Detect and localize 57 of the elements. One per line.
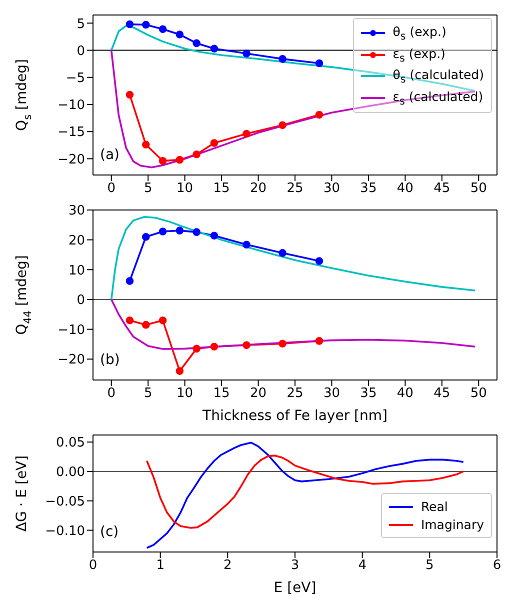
y-tick-label: 20 — [68, 233, 85, 248]
x-tick-label: 5 — [144, 181, 152, 196]
x-tick-label: 4 — [358, 558, 366, 574]
x-tick-label: 2 — [224, 558, 232, 574]
x-tick-label: 20 — [250, 386, 267, 402]
x-tick-label: 35 — [360, 181, 377, 196]
x-tick-label: 25 — [286, 386, 304, 402]
annotation: (c) — [100, 524, 119, 540]
annotation: (b) — [100, 352, 120, 368]
legend-label: ε$_{s}$ (exp.) — [392, 46, 446, 64]
x-tick-label: 0 — [88, 558, 98, 574]
legend-label: ε$_{s}$ (calculated) — [392, 88, 484, 107]
x-tick-label: 40 — [396, 181, 414, 196]
x-axis-title: E [eV] — [274, 580, 316, 596]
x-tick-label: 5 — [144, 386, 152, 402]
legend-label: Real — [420, 499, 448, 514]
x-tick-label: 30 — [323, 386, 340, 402]
y-tick-label: 0 — [76, 293, 85, 308]
x-tick-label: 3 — [290, 558, 300, 574]
y-tick-label: 0.00 — [56, 465, 85, 480]
x-tick-label: 0 — [107, 386, 116, 402]
x-tick-label: 40 — [396, 386, 414, 402]
y-tick-label: −20 — [58, 352, 85, 368]
y-tick-label: −20 — [58, 152, 85, 168]
y-tick-label: −5 — [66, 70, 85, 86]
x-tick-label: 10 — [176, 181, 194, 196]
x-tick-label: 6 — [492, 558, 502, 574]
x-tick-label: 35 — [360, 386, 377, 402]
y-tick-label: −15 — [58, 125, 85, 140]
y-tick-label: 10 — [68, 263, 85, 278]
y-tick-label: 0 — [76, 44, 85, 59]
x-tick-label: 1 — [156, 558, 164, 574]
x-axis-title: Thickness of Fe layer [nm] — [202, 408, 388, 424]
y-tick-label: −10 — [58, 322, 85, 338]
x-tick-label: 45 — [434, 386, 450, 402]
y-tick-label: −10 — [58, 98, 85, 114]
x-tick-label: 0 — [107, 181, 116, 196]
x-tick-label: 45 — [434, 181, 450, 196]
x-tick-label: 25 — [286, 181, 304, 196]
x-tick-label: 15 — [213, 386, 230, 402]
legend-label: Imaginary — [420, 517, 484, 532]
y-tick-label: 0.05 — [56, 436, 85, 451]
annotation: (a) — [100, 147, 120, 163]
y-tick-label: −0.10 — [45, 524, 85, 539]
x-tick-label: 50 — [470, 386, 487, 402]
x-tick-label: 15 — [213, 181, 230, 196]
y-axis-title: ΔG · E [eV] — [14, 455, 30, 532]
x-tick-label: 10 — [176, 386, 194, 402]
x-tick-label: 50 — [470, 181, 487, 196]
y-tick-label: −0.05 — [45, 494, 85, 510]
legend-label: θ$_{s}$ (calculated) — [392, 67, 484, 86]
legend-label: θ$_{s}$ (exp.) — [392, 24, 446, 42]
y-tick-label: 5 — [76, 16, 85, 32]
y-tick-label: 30 — [68, 204, 85, 219]
x-tick-label: 20 — [250, 181, 267, 196]
x-tick-label: 5 — [426, 558, 434, 574]
x-tick-label: 30 — [323, 181, 340, 196]
